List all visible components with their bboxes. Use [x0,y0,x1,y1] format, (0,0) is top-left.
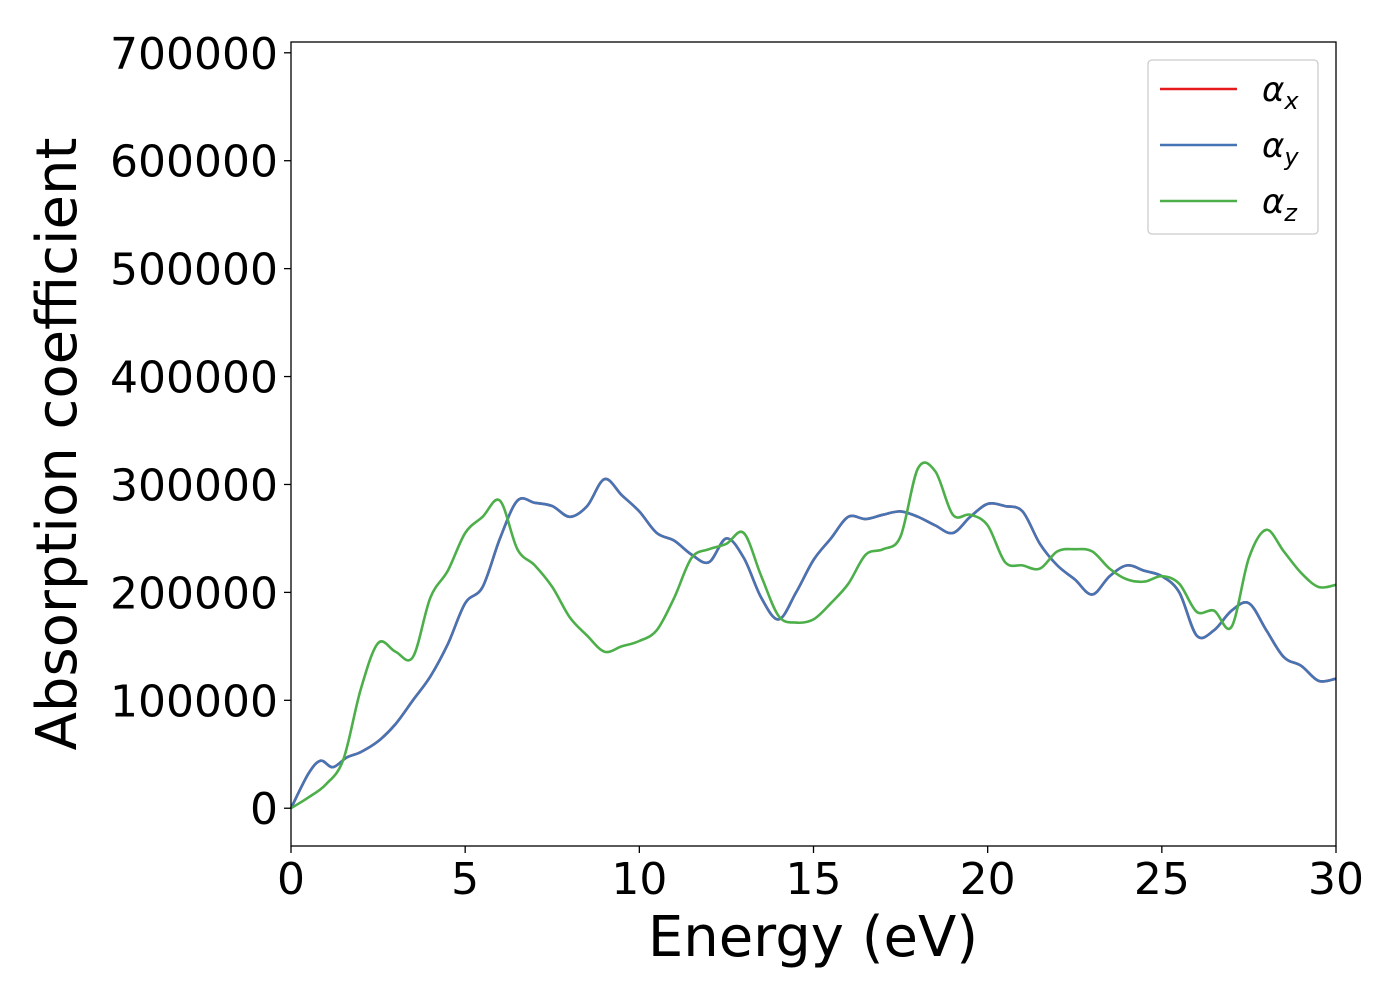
y-tick-label: 0 [250,784,278,835]
legend-frame [1147,59,1319,235]
legend-label-subscript: x [1283,87,1299,115]
legend-label-base: α [1262,126,1284,166]
legend-label-subscript: z [1283,199,1298,227]
y-tick-label: 600000 [110,137,278,188]
x-tick-label: 10 [611,854,667,905]
series-layer [289,461,1337,810]
legend-label-z: αz [1262,182,1298,227]
y-axis: 0 100000 200000 300000 400000 500000 600000 700… [110,29,291,835]
legend-label-base: α [1262,182,1284,222]
x-tick-label: 5 [451,854,479,905]
y-tick-label: 500000 [110,245,278,296]
legend-label-subscript: y [1283,143,1299,171]
y-tick-label: 300000 [110,460,278,511]
alpha-y-line [289,477,1337,809]
x-tick-label: 25 [1134,854,1190,905]
legend-label-base: α [1262,70,1284,110]
y-tick-label: 200000 [110,568,278,619]
y-axis-title: Absorption coefficient [25,138,90,751]
y-tick-label: 100000 [110,676,278,727]
legend-label-y: αy [1262,126,1299,171]
y-tick-label: 400000 [110,353,278,404]
alpha-z-line [290,461,1337,810]
x-tick-label: 15 [786,854,842,905]
y-tick-label: 700000 [110,29,278,80]
legend-label-x: αx [1262,70,1299,115]
x-axis: 0 5 10 15 20 25 30 [277,846,1364,905]
x-tick-label: 20 [960,854,1016,905]
x-tick-label: 0 [277,854,305,905]
x-axis-title: Energy (eV) [648,905,978,970]
x-tick-label: 30 [1308,854,1364,905]
